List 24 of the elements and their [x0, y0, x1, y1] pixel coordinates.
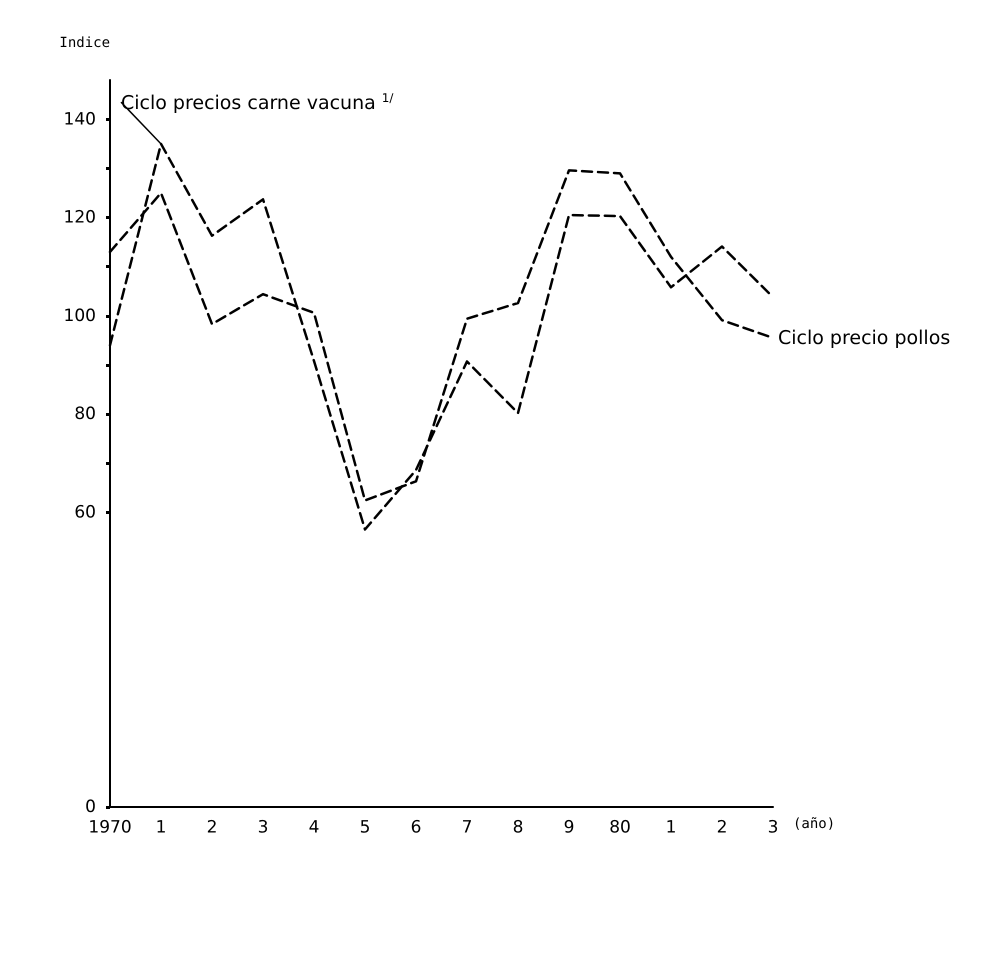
x-tick-label: 9 — [564, 818, 574, 838]
x-axis-title: (año) — [793, 816, 836, 832]
x-tick-label: 2 — [206, 818, 218, 838]
x-tick-label: 1 — [156, 818, 166, 838]
x-tick-label: 5 — [360, 818, 370, 838]
x-tick-label: 1970 — [88, 818, 132, 838]
y-tick-label: 100 — [64, 306, 96, 326]
x-tick-label: 1 — [666, 818, 676, 838]
x-tick-label: 6 — [410, 818, 422, 838]
y-tick-label: 140 — [64, 109, 96, 130]
series-label: Ciclo precio pollos — [778, 326, 950, 349]
y-axis-title: Indice — [59, 35, 110, 51]
y-tick-label: 120 — [64, 208, 96, 228]
x-tick-label: 80 — [609, 818, 631, 838]
x-tick-label: 4 — [308, 818, 320, 838]
x-tick-label: 3 — [768, 818, 778, 838]
x-tick-label: 8 — [512, 818, 524, 838]
text: Ciclo precios carne vacuna 1/ — [121, 90, 394, 114]
x-tick-label: 7 — [462, 818, 472, 838]
y-tick-label: 0 — [85, 797, 96, 817]
x-tick-label: 3 — [258, 818, 268, 838]
x-tick-label: 2 — [716, 818, 728, 838]
y-tick-label: 80 — [74, 404, 96, 424]
y-tick-label: 60 — [74, 502, 96, 522]
